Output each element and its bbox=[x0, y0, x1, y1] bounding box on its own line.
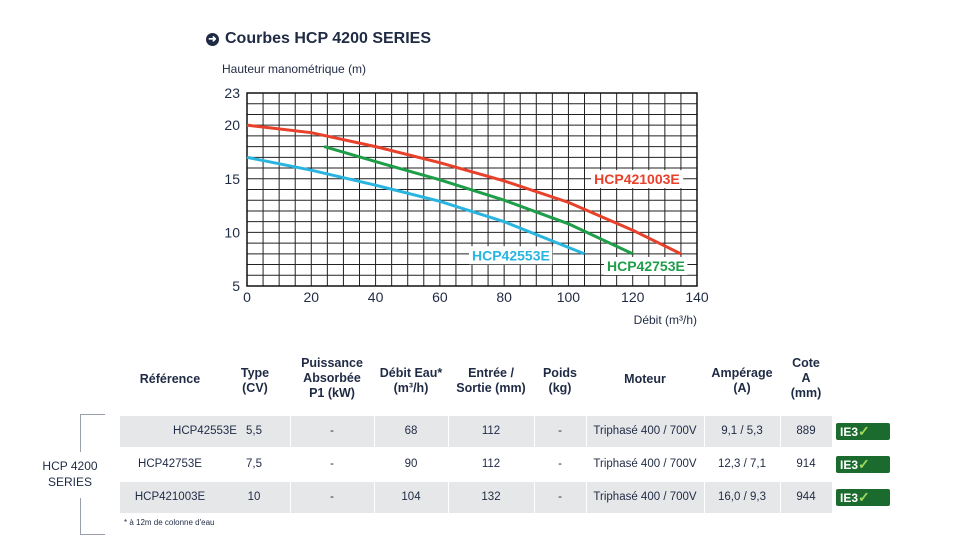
series-line bbox=[246, 155, 586, 256]
cell-reference: HCP42553E bbox=[173, 425, 237, 437]
cell-moteur: Triphasé 400 / 700V bbox=[593, 425, 697, 437]
y-axis-label: Hauteur manométrique (m) bbox=[222, 62, 366, 76]
series-label-bg bbox=[591, 170, 684, 189]
table-row: HCP42553E 5,5 - 68 112 - Triphasé 400 / … bbox=[120, 416, 832, 447]
cell-cote: 889 bbox=[796, 425, 816, 437]
header-debit: Débit Eau* (m³/h) bbox=[379, 366, 443, 395]
header-amperage: Ampérage (A) bbox=[711, 366, 773, 395]
cell-amperage: 12,3 / 7,1 bbox=[718, 458, 766, 470]
cell-type: 7,5 bbox=[246, 458, 262, 470]
cell-type: 5,5 bbox=[246, 425, 262, 437]
cell-debit: 104 bbox=[401, 491, 421, 503]
header-cote: Cote A (mm) bbox=[790, 356, 822, 400]
cell-p1: - bbox=[330, 458, 334, 470]
cell-debit: 68 bbox=[404, 425, 418, 437]
series-line bbox=[246, 123, 682, 256]
header-poids: Poids (kg) bbox=[542, 366, 578, 395]
check-icon: ✓ bbox=[858, 423, 870, 439]
cell-entree-sortie: 112 bbox=[481, 425, 501, 437]
check-icon: ✓ bbox=[858, 456, 870, 472]
cell-reference: HCP421003E bbox=[134, 491, 206, 503]
x-axis-label: Débit (m³/h) bbox=[634, 313, 697, 327]
check-icon: ✓ bbox=[858, 489, 870, 505]
cell-amperage: 9,1 / 5,3 bbox=[721, 425, 763, 437]
series-label-bg bbox=[604, 256, 688, 275]
cell-poids: - bbox=[558, 458, 562, 470]
cell-type: 10 bbox=[247, 491, 261, 503]
series-label: HCP421003E bbox=[594, 171, 680, 187]
cell-poids: - bbox=[558, 491, 562, 503]
cell-entree-sortie: 112 bbox=[481, 458, 501, 470]
header-type: Type (CV) bbox=[240, 366, 270, 395]
x-tick-label: 40 bbox=[368, 289, 384, 305]
header-moteur: Moteur bbox=[624, 372, 666, 386]
x-tick-label: 140 bbox=[685, 289, 709, 305]
footnote: * à 12m de colonne d'eau bbox=[124, 518, 215, 527]
chart-title: ➜ Courbes HCP 4200 SERIES bbox=[206, 30, 431, 48]
cell-debit: 90 bbox=[404, 458, 418, 470]
cell-amperage: 16,0 / 9,3 bbox=[718, 491, 766, 503]
y-tick-label: 5 bbox=[232, 278, 240, 294]
x-tick-label: 120 bbox=[621, 289, 645, 305]
table-row: HCP42753E 7,5 - 90 112 - Triphasé 400 / … bbox=[120, 449, 832, 480]
cell-p1: - bbox=[330, 491, 334, 503]
plot-frame bbox=[246, 92, 698, 287]
table-row: HCP421003E 10 - 104 132 - Triphasé 400 /… bbox=[120, 482, 832, 513]
header-puissance: Puissance Absorbée P1 (kW) bbox=[301, 356, 363, 400]
series-label-bg bbox=[469, 246, 553, 265]
series-label: HCP42753E bbox=[607, 258, 685, 274]
ie3-badge: IE3✓ bbox=[836, 489, 890, 506]
x-tick-label: 0 bbox=[243, 289, 251, 305]
y-tick-label: 20 bbox=[224, 117, 240, 133]
series-line bbox=[323, 145, 634, 256]
y-tick-label: 23 bbox=[224, 85, 240, 101]
cell-entree-sortie: 132 bbox=[481, 491, 501, 503]
page-title: Courbes HCP 4200 SERIES bbox=[225, 30, 432, 47]
cell-reference: HCP42753E bbox=[138, 458, 202, 470]
header-reference: Référence bbox=[139, 372, 201, 386]
x-tick-label: 80 bbox=[496, 289, 512, 305]
x-tick-label: 60 bbox=[432, 289, 448, 305]
cell-poids: - bbox=[558, 425, 562, 437]
series-label: HCP 4200 SERIES bbox=[42, 459, 98, 489]
arrow-circle-icon: ➜ bbox=[206, 32, 219, 46]
series-label: HCP42553E bbox=[472, 247, 550, 263]
cell-moteur: Triphasé 400 / 700V bbox=[593, 458, 697, 470]
cell-p1: - bbox=[330, 425, 334, 437]
ie3-badge: IE3✓ bbox=[836, 456, 890, 473]
pump-curve-chart: 0 20 40 60 80 100 120 140 5 10 15 20 23 Hauteur manom… bbox=[222, 62, 709, 327]
ie3-badge: IE3✓ bbox=[836, 423, 890, 440]
cell-cote: 944 bbox=[796, 491, 816, 503]
x-tick-label: 20 bbox=[303, 289, 319, 305]
cell-moteur: Triphasé 400 / 700V bbox=[593, 491, 697, 503]
y-tick-label: 15 bbox=[224, 171, 240, 187]
header-entree-sortie: Entrée / Sortie (mm) bbox=[456, 366, 526, 395]
cell-cote: 914 bbox=[796, 458, 816, 470]
x-tick-label: 100 bbox=[557, 289, 581, 305]
y-tick-label: 10 bbox=[224, 224, 240, 240]
